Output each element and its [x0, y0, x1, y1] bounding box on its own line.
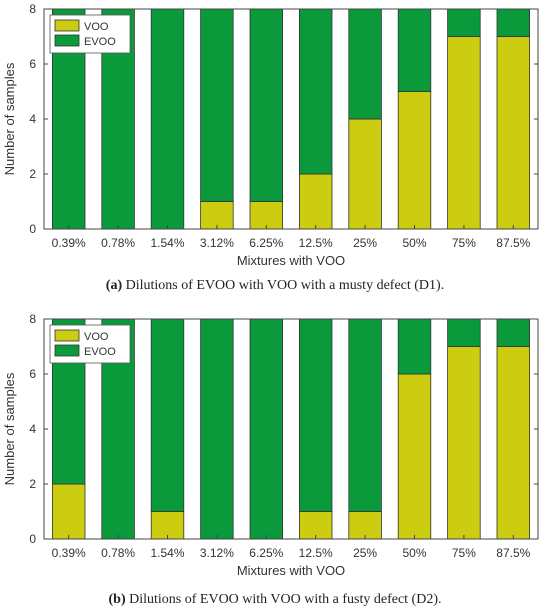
chart-b-legend-label-voo: VOO: [84, 331, 109, 343]
chart-b-legend-label-evoo: EVOO: [84, 346, 116, 358]
chart-b-bar-evoo-4: [249, 318, 284, 540]
chart-b-xtick-label: 1.54%: [150, 546, 184, 560]
chart-b-bar-voo-0: [51, 483, 86, 540]
chart-b-bar-evoo-2: [150, 318, 185, 512]
chart-a-xtick-label: 6.25%: [249, 236, 283, 250]
caption-b-text: Dilutions of EVOO with VOO with a fusty …: [129, 592, 442, 607]
chart-b-bar-evoo-9: [496, 318, 531, 347]
chart-a-bar-evoo-6: [348, 8, 382, 120]
chart-a-bar-evoo-8: [447, 8, 481, 37]
chart-a-xlabel: Mixtures with VOO: [237, 253, 345, 268]
chart-b-ytick-label: 4: [29, 422, 36, 436]
chart-b-ylabel: Number of samples: [2, 372, 17, 485]
chart-a-bar-evoo-4: [249, 8, 284, 202]
chart-a-bar-voo-9: [496, 36, 531, 230]
chart-b-xtick-label: 50%: [402, 546, 426, 560]
chart-b-bar-voo-9: [496, 346, 531, 540]
chart-b-legend-swatch-evoo: [54, 344, 80, 357]
chart-b-bar-voo-2: [150, 511, 185, 540]
chart-a-xtick-label: 25%: [353, 236, 377, 250]
chart-a-bar-voo-4: [249, 201, 284, 230]
chart-b-ytick-label: 8: [29, 312, 36, 326]
chart-a-bar-evoo-7: [397, 8, 432, 92]
chart-a-xtick-label: 87.5%: [496, 236, 530, 250]
chart-a-xtick-label: 50%: [402, 236, 426, 250]
chart-b-xlabel: Mixtures with VOO: [237, 563, 345, 578]
chart-a-bar-evoo-3: [200, 8, 234, 202]
chart-a-xtick-label: 0.39%: [52, 236, 86, 250]
chart-a-xtick-label: 75%: [452, 236, 476, 250]
chart-b-bar-voo-7: [397, 373, 432, 540]
caption-b: (b) Dilutions of EVOO with VOO with a fu…: [0, 592, 550, 608]
chart-b-bar-voo-5: [298, 511, 333, 540]
chart-a-bar-voo-7: [397, 91, 432, 230]
chart-a-legend-label-voo: VOO: [84, 21, 109, 33]
chart-a-bar-voo-8: [447, 36, 481, 230]
chart-b-bar-evoo-5: [298, 318, 333, 512]
chart-b-xtick-label: 75%: [452, 546, 476, 560]
chart-b-xtick-label: 25%: [353, 546, 377, 560]
chart-b-bar-evoo-8: [447, 318, 481, 347]
chart-a-legend-label-evoo: EVOO: [84, 36, 116, 48]
chart-a-bar-evoo-2: [150, 8, 185, 230]
chart-a-bar-voo-6: [348, 118, 382, 230]
chart-a-bar-evoo-5: [298, 8, 333, 175]
chart-a-xtick-label: 0.78%: [101, 236, 135, 250]
caption-a: (a) Dilutions of EVOO with VOO with a mu…: [0, 278, 550, 294]
chart-b-xtick-label: 12.5%: [299, 546, 333, 560]
chart-a-ytick-label: 8: [29, 2, 36, 16]
chart-a-ylabel: Number of samples: [2, 62, 17, 175]
chart-a-bar-evoo-9: [496, 8, 531, 37]
chart-a-xtick-label: 3.12%: [200, 236, 234, 250]
chart-b-bar-voo-6: [348, 511, 382, 540]
chart-b-legend-swatch-voo: [54, 329, 80, 342]
chart-b-ytick-label: 6: [29, 367, 36, 381]
caption-b-label: (b): [108, 592, 126, 607]
caption-a-text: Dilutions of EVOO with VOO with a musty …: [125, 278, 445, 293]
chart-b-bar-evoo-6: [348, 318, 382, 512]
chart-a-ytick-label: 0: [29, 222, 36, 236]
chart-b: 0.39% 0.78% 1.54% 3.12% 6.25% 12.5% 25% 50% 75% 8…: [2, 312, 539, 578]
chart-b-bar-voo-8: [447, 346, 481, 540]
chart-a-bar-voo-5: [298, 173, 333, 230]
chart-a: 0.39% 0.78% 1.54% 3.12% 6.25% 12.5% 25% 50% 75% 8…: [2, 2, 539, 268]
chart-a-legend-swatch-voo: [54, 19, 80, 32]
chart-a-ytick-label: 4: [29, 112, 36, 126]
chart-b-xtick-label: 6.25%: [249, 546, 283, 560]
chart-a-bar-voo-3: [200, 201, 234, 230]
chart-a-xtick-label: 12.5%: [299, 236, 333, 250]
chart-a-xtick-label: 1.54%: [150, 236, 184, 250]
chart-b-xtick-label: 0.39%: [52, 546, 86, 560]
chart-a-ytick-label: 6: [29, 57, 36, 71]
chart-b-xtick-label: 3.12%: [200, 546, 234, 560]
chart-b-ytick-label: 0: [29, 532, 36, 546]
chart-a-legend-swatch-evoo: [54, 34, 80, 47]
chart-b-bar-evoo-3: [200, 318, 234, 540]
chart-b-bar-evoo-7: [397, 318, 432, 375]
chart-b-xtick-label: 87.5%: [496, 546, 530, 560]
chart-b-ytick-label: 2: [29, 477, 36, 491]
chart-b-xtick-label: 0.78%: [101, 546, 135, 560]
chart-a-ytick-label: 2: [29, 167, 36, 181]
caption-a-label: (a): [105, 278, 123, 293]
